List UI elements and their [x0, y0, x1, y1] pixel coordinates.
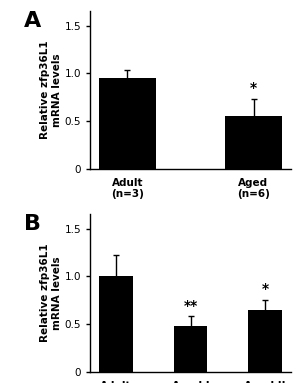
Text: *: *	[262, 282, 268, 296]
Text: *: *	[250, 81, 257, 95]
Bar	[174, 326, 207, 372]
Bar	[225, 116, 282, 169]
Y-axis label: Relative zfp36L1
mRNA levels: Relative zfp36L1 mRNA levels	[40, 244, 62, 342]
Text: **: **	[183, 298, 198, 313]
Text: A: A	[24, 11, 41, 31]
Bar	[99, 277, 133, 372]
Y-axis label: Relative zfp36L1
mRNA levels: Relative zfp36L1 mRNA levels	[40, 41, 62, 139]
Bar	[248, 309, 282, 372]
Text: B: B	[24, 214, 41, 234]
Bar	[99, 78, 156, 169]
